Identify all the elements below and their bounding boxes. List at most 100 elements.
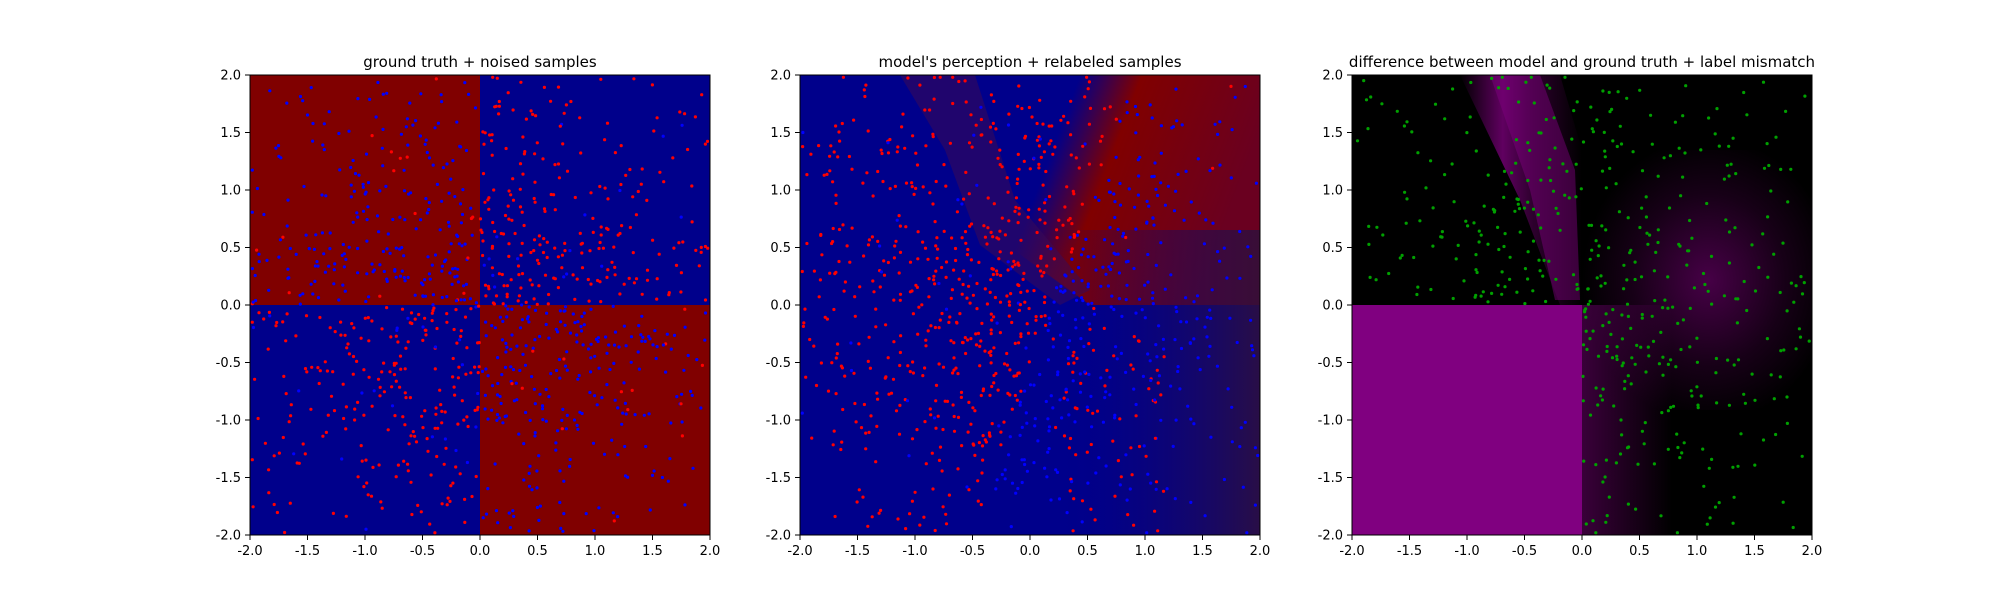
scatter-point — [1024, 411, 1028, 415]
scatter-point — [828, 271, 832, 275]
scatter-point — [491, 220, 495, 225]
scatter-point — [1355, 139, 1360, 143]
scatter-point — [1574, 195, 1578, 199]
scatter-point — [499, 401, 503, 406]
scatter-point — [1117, 271, 1121, 275]
scatter-point — [581, 343, 585, 347]
scatter-point — [1628, 251, 1632, 255]
scatter-point — [310, 365, 314, 369]
scatter-point — [998, 250, 1002, 254]
scatter-point — [1556, 211, 1560, 216]
scatter-point — [556, 85, 561, 89]
scatter-point — [632, 77, 636, 81]
scatter-point — [1440, 235, 1444, 239]
scatter-point — [560, 266, 564, 270]
scatter-point — [829, 144, 833, 148]
scatter-point — [988, 434, 992, 438]
scatter-point — [834, 270, 838, 274]
scatter-point — [1464, 219, 1468, 223]
scatter-point — [1184, 320, 1189, 324]
scatter-point — [1069, 250, 1073, 254]
scatter-point — [542, 85, 547, 89]
scatter-point — [1761, 80, 1766, 84]
scatter-point — [1675, 432, 1679, 436]
scatter-point — [1055, 470, 1060, 474]
scatter-point — [1205, 335, 1209, 339]
scatter-point — [1614, 461, 1618, 465]
scatter-point — [680, 434, 685, 438]
scatter-point — [904, 527, 908, 531]
scatter-point — [530, 375, 534, 379]
scatter-point — [857, 342, 861, 346]
scatter-point — [991, 272, 996, 277]
scatter-point — [864, 447, 868, 451]
scatter-point — [910, 437, 915, 441]
scatter-point — [1547, 259, 1551, 263]
scatter-point — [912, 192, 916, 196]
scatter-point — [1710, 457, 1714, 461]
p3-quad-fade — [1582, 305, 1672, 535]
scatter-point — [989, 332, 993, 336]
scatter-point — [250, 267, 254, 271]
scatter-point — [480, 230, 484, 235]
scatter-point — [400, 307, 405, 311]
scatter-point — [1753, 398, 1757, 402]
scatter-point — [700, 363, 705, 367]
scatter-point — [416, 503, 420, 507]
scatter-point — [500, 373, 504, 377]
scatter-point — [423, 316, 427, 320]
scatter-point — [1713, 505, 1718, 509]
scatter-point — [1067, 446, 1071, 450]
scatter-point — [1626, 314, 1630, 318]
scatter-point — [804, 375, 808, 379]
scatter-point — [1553, 146, 1557, 150]
scatter-point — [1618, 452, 1623, 456]
scatter-point — [1178, 387, 1182, 391]
scatter-point — [509, 365, 513, 369]
scatter-point — [1602, 130, 1606, 134]
scatter-point — [487, 257, 491, 261]
scatter-point — [1040, 274, 1044, 278]
scatter-point — [274, 146, 278, 150]
scatter-point — [407, 442, 411, 446]
scatter-point — [1136, 193, 1140, 197]
scatter-point — [558, 500, 562, 505]
scatter-point — [1036, 264, 1040, 268]
scatter-point — [398, 215, 402, 219]
scatter-point — [643, 339, 647, 343]
scatter-point — [1211, 166, 1215, 170]
scatter-point — [1472, 221, 1476, 225]
scatter-point — [1666, 306, 1670, 310]
scatter-point — [657, 252, 661, 256]
scatter-point — [1482, 204, 1486, 208]
scatter-point — [801, 324, 806, 328]
scatter-point — [406, 275, 410, 280]
scatter-point — [386, 428, 390, 432]
scatter-point — [444, 446, 448, 450]
x-tick-label: 0.0 — [470, 544, 491, 559]
scatter-point — [591, 216, 595, 220]
scatter-point — [1141, 374, 1145, 378]
scatter-point — [482, 142, 486, 146]
scatter-point — [1584, 307, 1588, 311]
scatter-point — [631, 195, 635, 199]
scatter-point — [1047, 316, 1051, 320]
scatter-point — [600, 264, 604, 268]
scatter-point — [309, 86, 313, 90]
scatter-point — [413, 211, 417, 216]
scatter-point — [328, 326, 332, 330]
scatter-point — [1502, 169, 1507, 173]
scatter-point — [929, 324, 933, 328]
scatter-point — [366, 316, 370, 320]
scatter-point — [1085, 405, 1089, 409]
scatter-point — [1087, 342, 1091, 346]
scatter-point — [541, 157, 545, 161]
scatter-point — [849, 341, 853, 345]
scatter-point — [274, 324, 278, 328]
scatter-point — [434, 77, 438, 81]
scatter-point — [533, 308, 538, 312]
scatter-point — [533, 338, 537, 342]
scatter-point — [1610, 356, 1615, 360]
scatter-point — [1238, 276, 1242, 280]
scatter-point — [952, 356, 956, 360]
